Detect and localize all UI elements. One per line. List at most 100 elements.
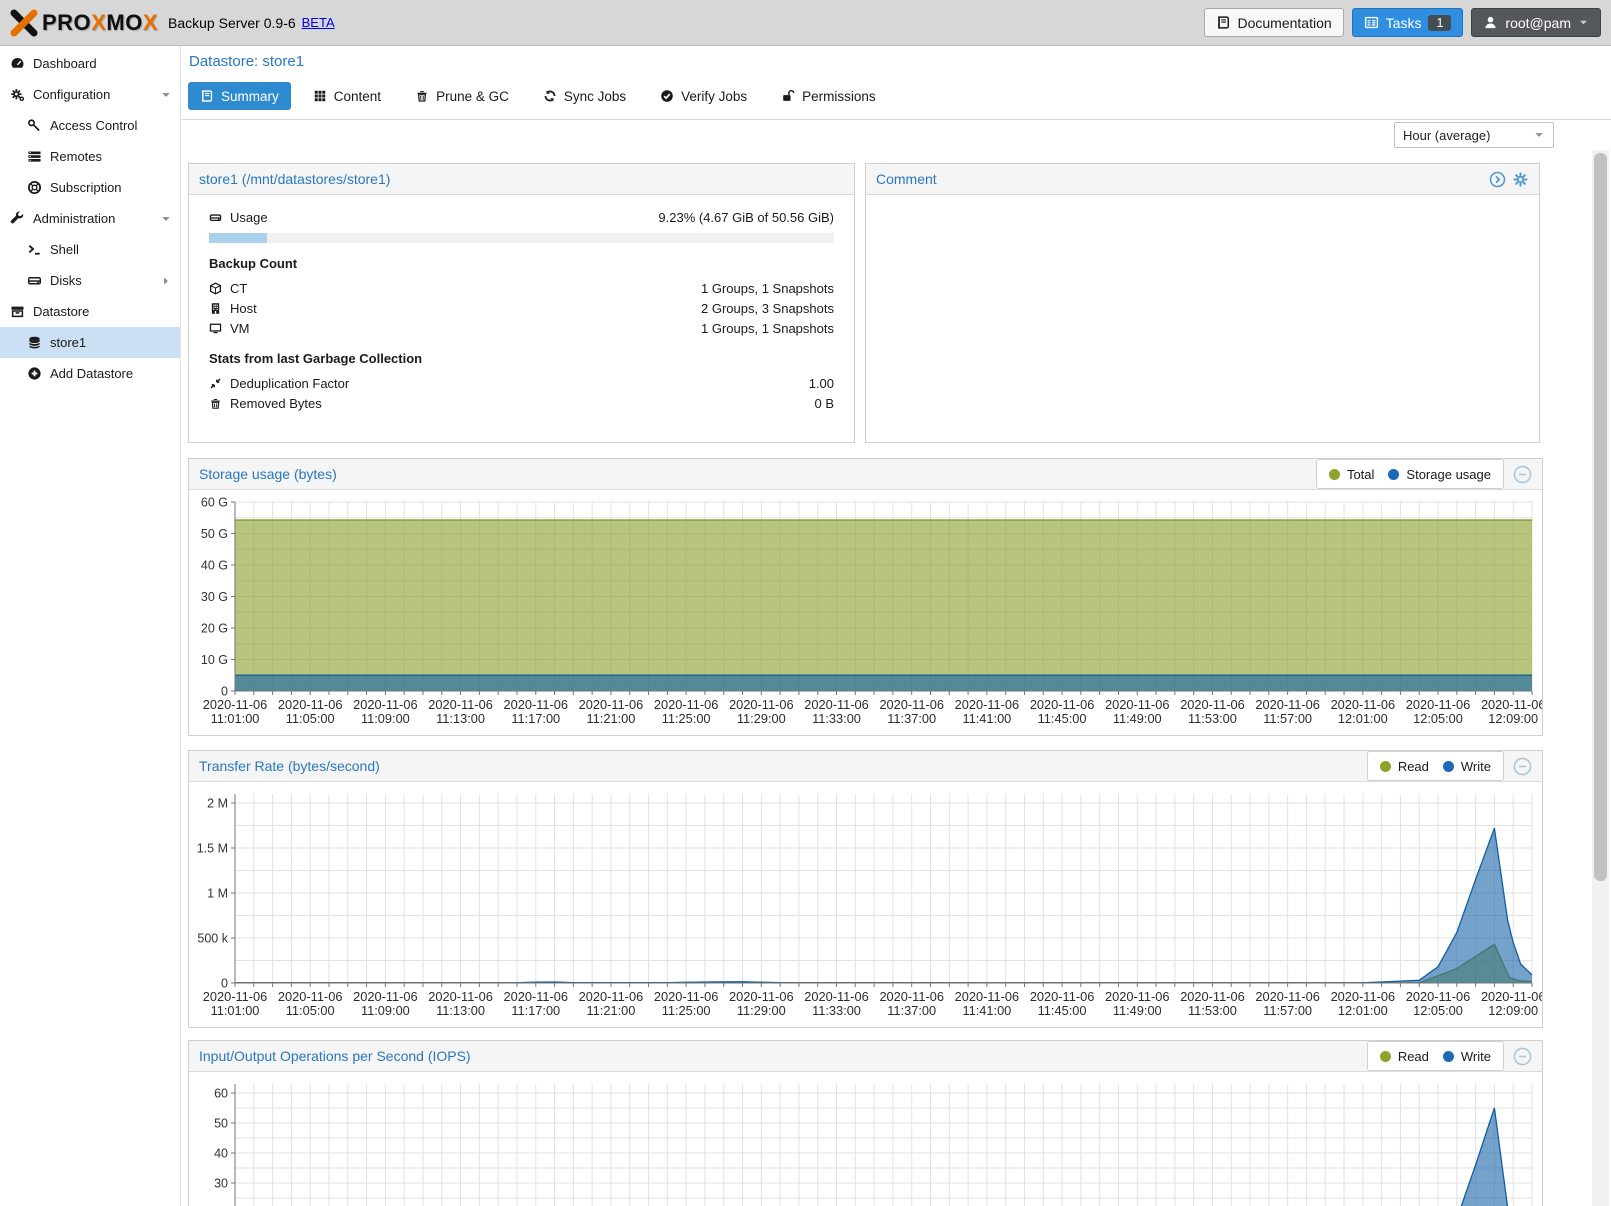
legend-item-write[interactable]: Write — [1442, 1049, 1491, 1064]
user-icon — [1483, 15, 1498, 30]
vertical-scrollbar[interactable] — [1592, 150, 1609, 1206]
sidebar-item-add-datastore[interactable]: Add Datastore — [0, 358, 180, 389]
stat-label: CT — [230, 280, 248, 296]
svg-text:60: 60 — [214, 1087, 228, 1101]
terminal-icon — [27, 242, 42, 257]
stat-value: 1 Groups, 1 Snapshots — [701, 320, 834, 336]
sidebar-item-label: Administration — [33, 211, 116, 226]
svg-text:12:05:00: 12:05:00 — [1413, 1003, 1463, 1018]
tab-permissions[interactable]: Permissions — [769, 82, 888, 110]
book-icon — [200, 89, 214, 103]
tasks-icon — [1364, 15, 1379, 30]
svg-text:11:25:00: 11:25:00 — [662, 711, 711, 726]
tab-verify-jobs[interactable]: Verify Jobs — [648, 82, 759, 110]
tab-sync-jobs[interactable]: Sync Jobs — [531, 82, 638, 110]
svg-text:50: 50 — [214, 1117, 228, 1131]
beta-link[interactable]: BETA — [301, 15, 335, 30]
svg-text:40: 40 — [214, 1147, 228, 1161]
svg-text:1 M: 1 M — [207, 887, 228, 901]
tab-summary[interactable]: Summary — [188, 82, 291, 110]
legend-label: Read — [1397, 1048, 1429, 1064]
stat-value: 1.00 — [808, 375, 834, 391]
compress-icon — [209, 377, 222, 390]
sidebar-item-disks[interactable]: Disks — [0, 265, 180, 296]
sidebar-item-label: Disks — [50, 273, 82, 288]
svg-text:60 G: 60 G — [201, 496, 228, 510]
time-range-select[interactable]: Hour (average) — [1394, 122, 1554, 148]
sidebar-item-dashboard[interactable]: Dashboard — [0, 48, 180, 79]
svg-text:2020-11-06: 2020-11-06 — [654, 989, 719, 1004]
scrollbar-thumb[interactable] — [1594, 153, 1607, 881]
panel-title: store1 (/mnt/datastores/store1) — [199, 171, 391, 187]
svg-text:2020-11-06: 2020-11-06 — [1331, 989, 1396, 1004]
tab-bar: Summary Content Prune & GC Sync Jobs Verify … — [188, 82, 888, 110]
collapse-panel-icon[interactable] — [1513, 1047, 1532, 1066]
svg-text:11:13:00: 11:13:00 — [436, 711, 485, 726]
svg-text:2020-11-06: 2020-11-06 — [503, 697, 568, 712]
tab-label: Verify Jobs — [681, 88, 748, 104]
user-menu-button[interactable]: root@pam — [1471, 8, 1601, 37]
sidebar-item-label: Dashboard — [33, 56, 97, 71]
svg-text:2020-11-06: 2020-11-06 — [1030, 697, 1095, 712]
comment-body[interactable] — [866, 195, 1539, 219]
iops-chart: 01020304050602020-11-0611:01:002020-11-0… — [214, 1084, 1533, 1206]
svg-text:0: 0 — [221, 977, 228, 991]
tab-prune-gc[interactable]: Prune & GC — [403, 82, 521, 110]
legend-dot — [1379, 1050, 1391, 1062]
usage-progress-bar — [209, 233, 834, 243]
sidebar-item-administration[interactable]: Administration — [0, 203, 180, 234]
gear-icon[interactable] — [1512, 171, 1529, 188]
legend-item-total[interactable]: Total — [1328, 466, 1375, 482]
sidebar-item-remotes[interactable]: Remotes — [0, 141, 180, 172]
svg-text:2020-11-06: 2020-11-06 — [879, 697, 944, 712]
legend-item-read[interactable]: Read — [1379, 759, 1429, 774]
svg-text:2020-11-06: 2020-11-06 — [804, 697, 869, 712]
database-icon — [27, 335, 42, 350]
sidebar-item-datastore[interactable]: Datastore — [0, 296, 180, 327]
svg-text:11:41:00: 11:41:00 — [962, 1003, 1011, 1018]
legend-dot — [1379, 760, 1391, 772]
trash-icon — [209, 397, 222, 410]
wrench-icon — [10, 211, 25, 226]
svg-text:11:05:00: 11:05:00 — [286, 1003, 335, 1018]
sidebar-item-label: Configuration — [33, 87, 111, 102]
sidebar-item-store1[interactable]: store1 — [0, 327, 180, 358]
svg-text:2020-11-06: 2020-11-06 — [203, 989, 268, 1004]
svg-text:0: 0 — [221, 685, 228, 699]
sidebar-item-configuration[interactable]: Configuration — [0, 79, 180, 110]
svg-text:2020-11-06: 2020-11-06 — [579, 697, 644, 712]
sidebar-item-label: Subscription — [50, 180, 122, 195]
collapse-panel-icon[interactable] — [1513, 757, 1532, 776]
submit-comment-icon[interactable] — [1489, 171, 1506, 188]
svg-text:11:45:00: 11:45:00 — [1038, 711, 1087, 726]
svg-text:2020-11-06: 2020-11-06 — [1180, 989, 1245, 1004]
svg-text:12:05:00: 12:05:00 — [1413, 711, 1463, 726]
svg-text:11:25:00: 11:25:00 — [662, 1003, 711, 1018]
legend-item-write[interactable]: Write — [1442, 759, 1491, 774]
svg-text:2020-11-06: 2020-11-06 — [804, 989, 869, 1004]
svg-text:2020-11-06: 2020-11-06 — [1481, 697, 1542, 712]
legend-item-storage-usage[interactable]: Storage usage — [1388, 467, 1491, 482]
tab-content[interactable]: Content — [301, 82, 393, 110]
svg-text:11:05:00: 11:05:00 — [286, 711, 335, 726]
svg-text:11:17:00: 11:17:00 — [511, 1003, 560, 1018]
trash-icon — [415, 89, 429, 103]
sidebar-item-access-control[interactable]: Access Control — [0, 110, 180, 141]
svg-text:11:21:00: 11:21:00 — [587, 711, 636, 726]
svg-text:11:57:00: 11:57:00 — [1263, 1003, 1312, 1018]
tasks-button[interactable]: Tasks 1 — [1351, 8, 1464, 37]
svg-text:2020-11-06: 2020-11-06 — [278, 989, 343, 1004]
sidebar-item-subscription[interactable]: Subscription — [0, 172, 180, 203]
legend-item-read[interactable]: Read — [1379, 1048, 1429, 1064]
svg-text:12:09:00: 12:09:00 — [1488, 711, 1538, 726]
stat-value: 2 Groups, 3 Snapshots — [701, 300, 834, 316]
collapse-panel-icon[interactable] — [1513, 465, 1532, 484]
svg-text:2020-11-06: 2020-11-06 — [503, 989, 568, 1004]
backup-count-row: CT 1 Groups, 1 Snapshots — [209, 278, 834, 298]
sidebar-item-shell[interactable]: Shell — [0, 234, 180, 265]
gc-stats-heading: Stats from last Garbage Collection — [209, 351, 423, 366]
legend-label: Total — [1346, 466, 1375, 482]
documentation-button[interactable]: Documentation — [1203, 8, 1344, 37]
sidebar-item-label: Datastore — [33, 304, 90, 319]
